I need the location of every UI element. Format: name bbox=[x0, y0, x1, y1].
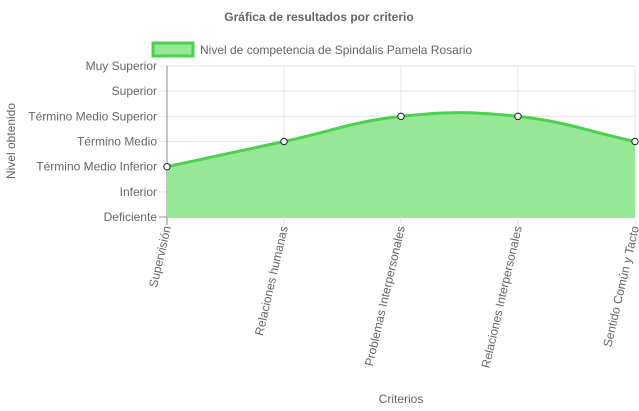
x-tick-label: Supervisión bbox=[146, 225, 174, 289]
y-axis-ticks: Deficiente Inferior Término Medio Inferior… bbox=[28, 59, 157, 224]
data-point[interactable] bbox=[280, 137, 288, 146]
y-tick-label: Muy Superior bbox=[86, 59, 157, 73]
x-axis-ticks: Supervisión Relaciones humanas Problemas I… bbox=[146, 224, 639, 369]
y-tick-label: Inferior bbox=[120, 185, 157, 199]
series-fill bbox=[167, 112, 635, 217]
data-point[interactable] bbox=[163, 162, 171, 171]
data-point[interactable] bbox=[397, 112, 405, 121]
legend-swatch bbox=[151, 41, 195, 58]
legend-label: Nivel de competencia de Spindalis Pamela… bbox=[200, 43, 472, 57]
data-points[interactable] bbox=[163, 112, 639, 171]
y-tick-label: Superior bbox=[112, 84, 157, 98]
x-tick-label: Relaciones humanas bbox=[252, 225, 291, 337]
x-tick-label: Problemas Interpersonales bbox=[362, 225, 408, 368]
y-tick-label: Deficiente bbox=[104, 210, 158, 224]
y-axis-title: Nivel obtenido bbox=[4, 103, 18, 179]
data-point[interactable] bbox=[514, 112, 522, 121]
series-area bbox=[166, 111, 636, 217]
legend[interactable]: Nivel de competencia de Spindalis Pamela… bbox=[151, 41, 472, 58]
y-tick-label: Término Medio Inferior bbox=[36, 160, 157, 174]
y-tick-label: Término Medio bbox=[77, 135, 157, 149]
data-point[interactable] bbox=[631, 137, 639, 146]
x-axis-title: Criterios bbox=[379, 392, 424, 406]
x-tick-label: Relaciones Interpersonales bbox=[479, 225, 525, 370]
chart-title: Gráfica de resultados por criterio bbox=[224, 10, 413, 24]
y-tick-label: Término Medio Superior bbox=[28, 109, 157, 123]
x-tick-label: Sentido Común y Tacto bbox=[600, 224, 639, 348]
